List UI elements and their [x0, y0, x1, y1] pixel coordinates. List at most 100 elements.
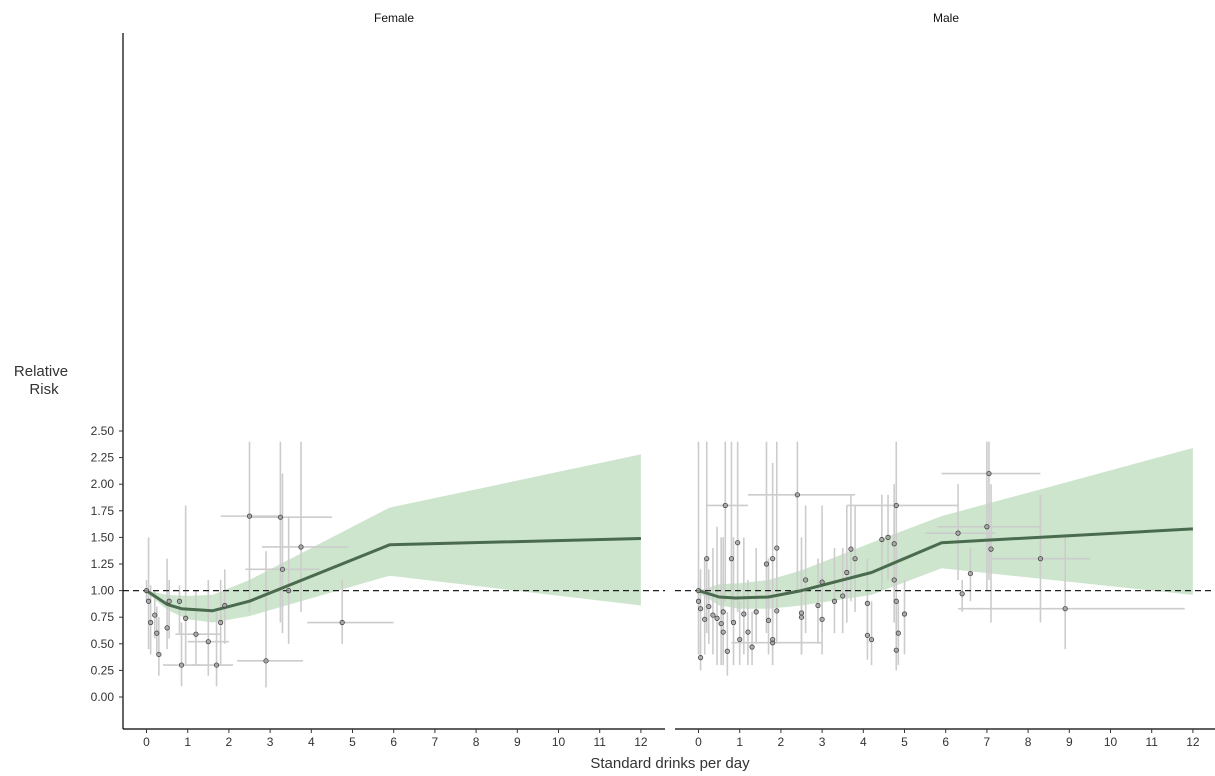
data-point-female-7 — [166, 598, 172, 604]
data-point-female-0 — [143, 587, 150, 594]
data-point-male-34 — [819, 579, 825, 585]
x-tick-label-female-9: 9 — [514, 735, 521, 749]
data-point-female-11 — [193, 631, 199, 637]
y-tick-label-0.00: 0.00 — [91, 690, 115, 704]
data-point-male-44 — [879, 536, 885, 543]
data-point-male-53 — [955, 530, 961, 536]
data-point-female-17 — [263, 658, 269, 664]
data-point-male-55 — [967, 570, 974, 577]
data-point-male-23 — [765, 617, 772, 623]
x-tick-label-male-8: 8 — [1025, 735, 1032, 749]
data-point-male-30 — [798, 614, 805, 620]
data-point-female-4 — [154, 630, 160, 636]
data-point-male-58 — [988, 546, 994, 552]
data-point-male-2 — [697, 606, 704, 612]
data-point-male-24 — [770, 556, 776, 562]
x-tick-label-female-5: 5 — [349, 735, 356, 749]
data-point-male-27 — [774, 545, 780, 551]
data-point-male-4 — [702, 616, 708, 622]
data-point-male-52 — [901, 611, 908, 617]
data-point-female-20 — [286, 587, 292, 594]
confidence-band-female — [146, 454, 641, 623]
data-point-male-41 — [864, 600, 871, 606]
data-point-male-33 — [815, 602, 821, 609]
y-tick-label-1.25: 1.25 — [91, 557, 115, 571]
data-point-male-45 — [885, 534, 891, 541]
data-point-male-31 — [794, 492, 800, 498]
data-point-female-19 — [279, 566, 286, 572]
data-point-male-36 — [831, 598, 838, 604]
y-tick-label-0.25: 0.25 — [91, 663, 115, 677]
x-tick-label-female-2: 2 — [226, 735, 233, 749]
y-tick-label-0.75: 0.75 — [91, 610, 115, 624]
data-point-male-19 — [745, 629, 751, 635]
panel-title-male: Male — [933, 11, 959, 25]
panel-male: 0 1 2 3 4 5 6 7 8 9 10 11 12 — [675, 441, 1215, 749]
data-point-male-8 — [714, 615, 720, 621]
x-tick-label-male-5: 5 — [901, 735, 908, 749]
x-tick-label-female-1: 1 — [184, 735, 191, 749]
x-tick-label-female-11: 11 — [593, 735, 606, 749]
data-point-male-47 — [891, 577, 897, 583]
data-point-male-38 — [844, 569, 850, 576]
data-point-male-0 — [695, 587, 702, 594]
x-tick-label-female-4: 4 — [308, 735, 315, 749]
data-point-male-13 — [724, 648, 730, 654]
data-point-female-18 — [277, 514, 283, 520]
data-point-male-3 — [697, 655, 704, 661]
x-axis-title: Standard drinks per day — [590, 755, 750, 772]
data-point-male-17 — [737, 636, 743, 643]
data-point-female-1 — [145, 598, 152, 604]
x-tick-label-male-4: 4 — [860, 735, 867, 749]
x-tick-label-female-12: 12 — [634, 735, 648, 749]
x-tick-label-male-12: 12 — [1186, 735, 1200, 749]
data-point-female-15 — [222, 602, 228, 609]
data-point-male-43 — [868, 636, 875, 643]
data-point-male-16 — [735, 540, 741, 546]
data-point-female-12 — [205, 639, 211, 645]
data-point-male-26 — [770, 636, 776, 643]
data-point-female-6 — [164, 625, 170, 631]
data-point-male-57 — [986, 470, 992, 477]
panel-female: 0 1 2 3 4 5 6 7 8 9 10 11 12 — [123, 441, 665, 749]
x-tick-label-female-10: 10 — [552, 735, 566, 749]
x-tick-label-male-0: 0 — [695, 735, 702, 749]
data-point-male-49 — [893, 502, 899, 509]
data-point-male-29 — [798, 610, 805, 616]
data-point-male-56 — [984, 524, 990, 530]
x-tick-label-female-0: 0 — [143, 735, 150, 749]
data-point-male-15 — [730, 619, 737, 626]
x-tick-label-male-10: 10 — [1104, 735, 1118, 749]
data-point-female-2 — [148, 619, 154, 626]
x-tick-label-female-3: 3 — [267, 735, 274, 749]
data-point-male-54 — [959, 591, 965, 597]
risk-curve-male — [698, 527, 1193, 600]
y-tick-label-1.50: 1.50 — [91, 530, 115, 544]
data-point-male-9 — [718, 620, 724, 627]
data-point-male-21 — [753, 609, 759, 615]
data-point-male-10 — [720, 629, 726, 635]
data-point-female-8 — [176, 598, 183, 604]
x-tick-label-male-11: 11 — [1145, 735, 1158, 749]
data-point-male-40 — [852, 556, 858, 562]
y-axis: 0.00 0.25 0.50 0.75 1.00 1.25 1.50 1.75 2.00 2.25… — [91, 33, 124, 729]
y-tick-label-0.50: 0.50 — [91, 637, 115, 651]
x-tick-label-male-9: 9 — [1066, 735, 1073, 749]
data-point-male-48 — [893, 598, 899, 604]
y-axis-title-line-2: Risk — [29, 381, 59, 398]
data-point-female-13 — [213, 662, 220, 668]
risk-curve-female — [145, 537, 641, 613]
x-tick-label-male-6: 6 — [942, 735, 949, 749]
x-tick-label-female-6: 6 — [390, 735, 397, 749]
data-point-male-39 — [848, 546, 854, 552]
chart-panels: 0 1 2 3 4 5 6 7 8 9 10 11 12 0 1 2 3 4 5 6 7 8 9 10 11 12 — [123, 441, 1215, 749]
y-tick-label-2.50: 2.50 — [91, 424, 115, 438]
data-point-female-5 — [156, 651, 162, 658]
data-point-male-60 — [1062, 606, 1068, 612]
data-point-male-42 — [864, 632, 871, 638]
data-point-female-10 — [183, 615, 189, 621]
y-tick-label-1.75: 1.75 — [91, 504, 115, 518]
data-point-female-22 — [339, 619, 345, 626]
data-point-female-14 — [218, 619, 224, 626]
data-point-female-3 — [152, 612, 158, 618]
